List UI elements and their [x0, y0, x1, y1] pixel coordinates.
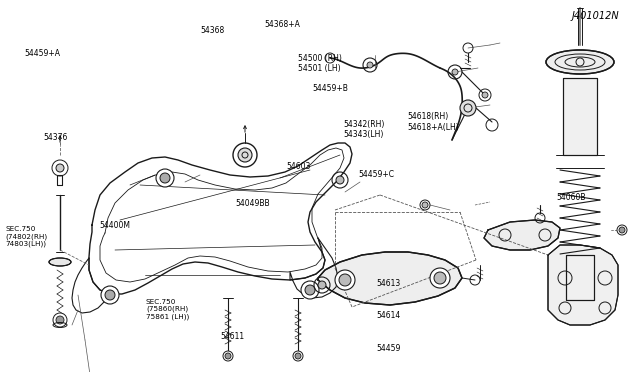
Text: SEC.750
(75860(RH)
75861 (LH)): SEC.750 (75860(RH) 75861 (LH)) — [146, 299, 189, 320]
Circle shape — [318, 281, 326, 289]
Text: 54500 (RH)
54501 (LH): 54500 (RH) 54501 (LH) — [298, 54, 342, 73]
Polygon shape — [566, 255, 594, 300]
Text: J401012N: J401012N — [572, 11, 620, 20]
Text: 54459+B: 54459+B — [312, 84, 348, 93]
Text: 54049BB: 54049BB — [236, 199, 270, 208]
Text: 54459: 54459 — [376, 344, 401, 353]
Circle shape — [336, 176, 344, 184]
Circle shape — [238, 148, 252, 162]
Circle shape — [53, 313, 67, 327]
Text: 54060B: 54060B — [557, 193, 586, 202]
Circle shape — [482, 92, 488, 98]
Ellipse shape — [546, 50, 614, 74]
Circle shape — [422, 202, 428, 208]
Text: 54368: 54368 — [200, 26, 225, 35]
Circle shape — [223, 351, 233, 361]
Circle shape — [460, 100, 476, 116]
Circle shape — [452, 69, 458, 75]
Text: 54459+C: 54459+C — [358, 170, 394, 179]
Polygon shape — [548, 245, 618, 325]
Circle shape — [617, 225, 627, 235]
Circle shape — [335, 270, 355, 290]
Circle shape — [56, 316, 64, 324]
Circle shape — [295, 353, 301, 359]
Text: 54400M: 54400M — [99, 221, 130, 230]
Circle shape — [101, 286, 119, 304]
Polygon shape — [563, 78, 597, 155]
Text: 54618(RH)
54618+A(LH): 54618(RH) 54618+A(LH) — [407, 112, 459, 132]
Circle shape — [156, 169, 174, 187]
Circle shape — [430, 268, 450, 288]
Circle shape — [305, 285, 315, 295]
Ellipse shape — [49, 258, 71, 266]
Circle shape — [434, 272, 446, 284]
Text: 54459+A: 54459+A — [24, 49, 60, 58]
Circle shape — [420, 200, 430, 210]
Text: 54611: 54611 — [220, 332, 244, 341]
Text: 54614: 54614 — [376, 311, 401, 320]
Circle shape — [301, 281, 319, 299]
Text: 54376: 54376 — [44, 133, 68, 142]
Circle shape — [105, 290, 115, 300]
Circle shape — [367, 62, 373, 68]
Circle shape — [619, 227, 625, 233]
Circle shape — [293, 351, 303, 361]
Circle shape — [339, 274, 351, 286]
Circle shape — [225, 353, 231, 359]
Text: 54613: 54613 — [376, 279, 401, 288]
Text: SEC.750
(74802(RH)
74803(LH)): SEC.750 (74802(RH) 74803(LH)) — [5, 227, 47, 247]
Circle shape — [56, 164, 64, 172]
Circle shape — [160, 173, 170, 183]
Text: 54342(RH)
54343(LH): 54342(RH) 54343(LH) — [343, 120, 385, 139]
Polygon shape — [318, 252, 462, 305]
Text: 54603: 54603 — [287, 162, 311, 171]
Polygon shape — [484, 220, 560, 250]
Text: 54368+A: 54368+A — [264, 20, 300, 29]
